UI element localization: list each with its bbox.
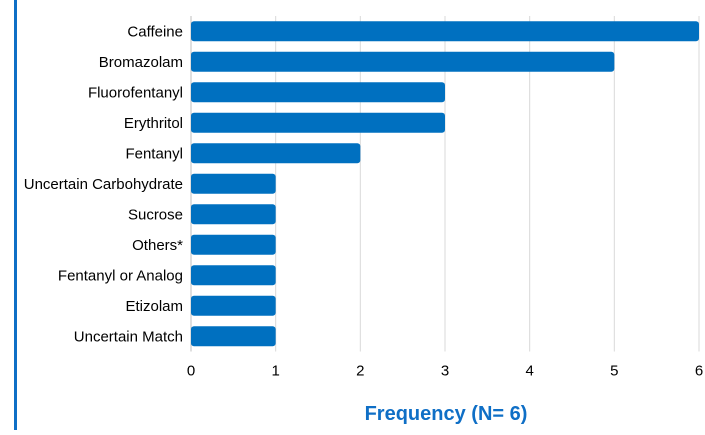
bar-10 [191, 295, 276, 316]
category-label: Fentanyl [125, 145, 183, 162]
x-tick-label: 4 [525, 363, 533, 380]
bar-7 [191, 204, 276, 225]
category-label: Uncertain Carbohydrate [24, 176, 183, 193]
x-axis-title: Frequency (N= 6) [365, 403, 528, 425]
category-label: Sucrose [128, 206, 183, 223]
category-labels: Caffeine Bromazolam Fluorofentanyl Erythrit… [24, 23, 183, 345]
bar-1 [191, 21, 699, 42]
category-label: Uncertain Match [74, 328, 183, 345]
x-tick-label: 2 [356, 363, 364, 380]
x-tick-label: 3 [441, 363, 449, 380]
bar-2 [191, 51, 615, 72]
category-label: Etizolam [125, 298, 183, 315]
category-label: Bromazolam [99, 54, 183, 71]
bar-11 [191, 326, 276, 347]
category-label: Others* [132, 237, 183, 254]
gridlines [190, 16, 700, 352]
x-tick-labels: 0 1 2 3 4 5 6 [187, 363, 703, 380]
category-label: Fluorofentanyl [88, 84, 183, 101]
left-accent-rule [14, 0, 17, 430]
x-tick-label: 1 [271, 363, 279, 380]
x-tick-label: 6 [695, 363, 703, 380]
bar-9 [191, 265, 276, 286]
x-tick-label: 5 [610, 363, 618, 380]
bar-3 [191, 82, 445, 103]
bar-6 [191, 173, 276, 194]
bar-8 [191, 234, 276, 255]
category-label: Caffeine [127, 23, 183, 40]
category-label: Fentanyl or Analog [58, 267, 183, 284]
bars [191, 21, 699, 347]
bar-5 [191, 143, 361, 164]
bar-4 [191, 112, 445, 133]
category-label: Erythritol [124, 115, 183, 132]
x-tick-label: 0 [187, 363, 195, 380]
